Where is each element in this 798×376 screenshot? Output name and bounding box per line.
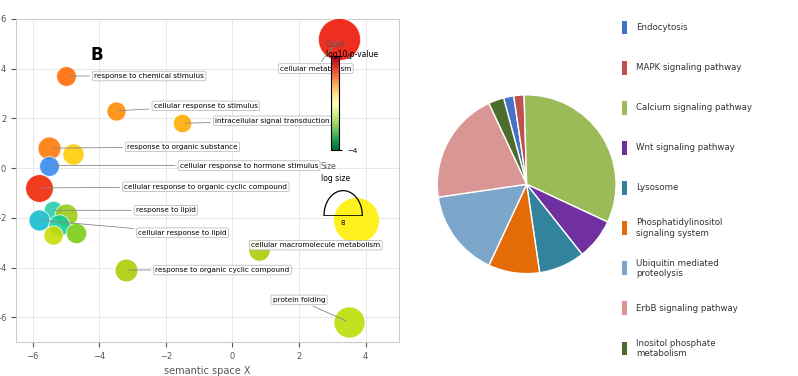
Bar [622,302,626,315]
Text: Endocytosis: Endocytosis [636,23,687,32]
Point [46,207,59,213]
Text: Wnt signaling pathway: Wnt signaling pathway [636,143,734,152]
Point [253,247,266,253]
Point [333,36,346,42]
Point [33,217,45,223]
Wedge shape [489,98,527,184]
Text: cellular response to organic cyclic compound: cellular response to organic cyclic comp… [42,184,287,190]
Text: cellular macromolecule metabolism: cellular macromolecule metabolism [251,242,381,250]
Text: Calcium signaling pathway: Calcium signaling pathway [636,103,752,112]
Wedge shape [514,95,527,184]
Bar [622,21,626,35]
Bar [622,61,626,74]
Point [60,212,73,218]
Point [43,162,56,168]
Text: response to organic substance: response to organic substance [52,144,238,150]
Text: Inositol phosphate
metabolism: Inositol phosphate metabolism [636,339,716,358]
Bar [622,181,626,195]
Text: cellular response to stimulus: cellular response to stimulus [119,103,258,111]
Text: Phosphatidylinositol
signaling system: Phosphatidylinositol signaling system [636,218,722,238]
Bar [622,261,626,275]
Text: cellular response to hormone stimulus: cellular response to hormone stimulus [52,162,318,168]
Text: cellular response to lipid: cellular response to lipid [42,220,227,236]
Text: protein folding: protein folding [273,297,346,321]
Wedge shape [489,184,539,274]
Wedge shape [524,95,616,222]
Point [66,152,79,158]
Text: Ubiquitin mediated
proteolysis: Ubiquitin mediated proteolysis [636,259,718,278]
Point [176,120,189,126]
Wedge shape [527,184,582,273]
Point [53,222,65,228]
Wedge shape [527,184,608,254]
Wedge shape [437,103,527,197]
Bar [622,141,626,155]
Point [33,185,45,191]
Point [60,73,73,79]
Point [120,267,132,273]
Bar [622,341,626,355]
Point [350,217,362,223]
Point [46,232,59,238]
Point [69,230,82,236]
Text: B: B [91,46,104,64]
Text: cellular metabolism: cellular metabolism [280,41,351,71]
Wedge shape [504,96,527,184]
Bar [622,221,626,235]
Text: Lysosome: Lysosome [636,183,678,193]
Point [109,108,122,114]
Text: ErbB signaling pathway: ErbB signaling pathway [636,304,737,313]
Wedge shape [438,184,527,265]
Text: response to chemical stimulus: response to chemical stimulus [69,73,204,79]
Text: 8: 8 [341,220,346,226]
Text: log10 p-value: log10 p-value [326,50,377,59]
Text: intracellular signal transduction: intracellular signal transduction [185,118,330,124]
Text: Size: Size [321,162,337,171]
Text: response to organic cyclic compound: response to organic cyclic compound [128,267,290,273]
Text: log size: log size [321,174,350,183]
Text: response to lipid: response to lipid [55,207,196,213]
X-axis label: semantic space X: semantic space X [164,367,251,376]
Text: Color: Color [326,40,346,49]
Bar [622,101,626,115]
Point [43,145,56,151]
Text: MAPK signaling pathway: MAPK signaling pathway [636,63,741,72]
Point [342,319,355,325]
